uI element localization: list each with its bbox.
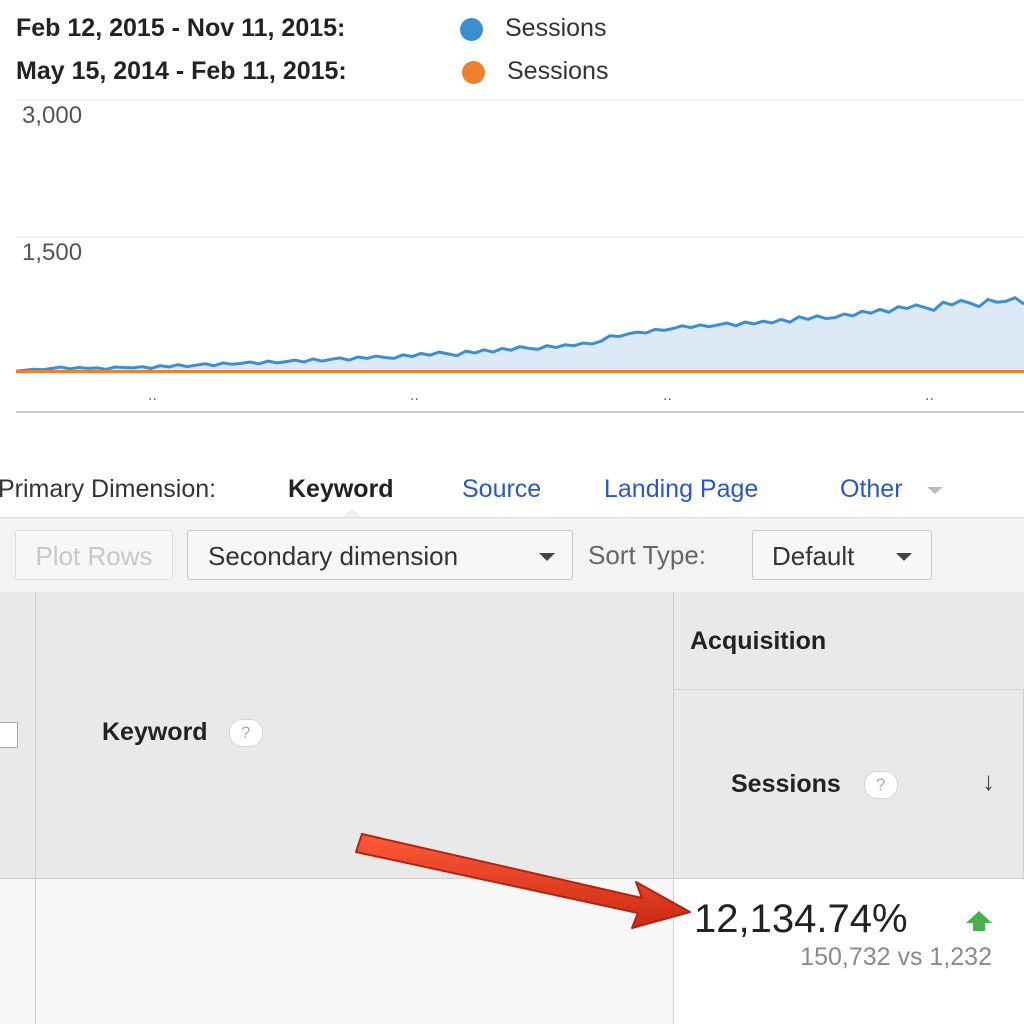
dimension-other-label: Other bbox=[840, 475, 903, 503]
primary-dimension-label: Primary Dimension: bbox=[0, 475, 217, 503]
sort-type-value: Default bbox=[772, 541, 855, 571]
x-tick-label: .. bbox=[410, 387, 419, 404]
legend-date-range: May 15, 2014 - Feb 11, 2015: bbox=[16, 57, 347, 85]
secondary-dimension-dropdown[interactable]: Secondary dimension bbox=[187, 530, 573, 580]
select-all-checkbox[interactable] bbox=[0, 722, 18, 748]
chevron-down-icon bbox=[539, 553, 555, 561]
legend-series-label: Sessions bbox=[507, 57, 609, 85]
sessions-column-header[interactable]: Sessions ? ↓ bbox=[674, 690, 1024, 878]
series-area-fill bbox=[16, 297, 1024, 372]
y-tick-label: 3,000 bbox=[22, 102, 82, 129]
dimension-link-landing-page[interactable]: Landing Page bbox=[604, 475, 759, 503]
sessions-comparison-values: 150,732 vs 1,232 bbox=[800, 943, 992, 971]
help-icon[interactable]: ? bbox=[228, 719, 263, 748]
legend-blue-dot-icon bbox=[460, 18, 483, 41]
primary-dimension-bar: Primary Dimension: Keyword Source Landin… bbox=[0, 475, 1024, 511]
table-toolbar: Plot Rows Secondary dimension Sort Type:… bbox=[0, 517, 1024, 593]
sort-type-label: Sort Type: bbox=[588, 540, 707, 570]
legend-orange-dot-icon bbox=[462, 61, 485, 84]
dimension-link-other[interactable]: Other bbox=[840, 475, 943, 504]
chevron-down-icon bbox=[896, 553, 912, 561]
totals-row-select-cell bbox=[0, 878, 36, 1024]
plot-rows-button[interactable]: Plot Rows bbox=[15, 530, 173, 580]
acquisition-group-header: Acquisition bbox=[674, 592, 1024, 690]
help-icon[interactable]: ? bbox=[863, 771, 898, 800]
sessions-line-chart[interactable]: 3,000 1,500 .. .. .. .. bbox=[0, 95, 1024, 415]
x-tick-label: .. bbox=[663, 387, 672, 404]
sessions-header-label: Sessions bbox=[731, 770, 841, 798]
totals-row-sessions-cell: 12,134.74% 150,732 vs 1,232 bbox=[674, 878, 1024, 1024]
dimension-link-source[interactable]: Source bbox=[462, 475, 542, 503]
report-table: Keyword ? Acquisition Sessions ? ↓ 12,13… bbox=[0, 592, 1024, 1024]
x-tick-label: .. bbox=[925, 387, 934, 404]
x-tick-label: .. bbox=[148, 387, 157, 404]
keyword-column-header[interactable]: Keyword ? bbox=[36, 592, 674, 878]
totals-row-keyword-cell bbox=[36, 878, 674, 1024]
chevron-down-icon bbox=[927, 487, 943, 494]
dimension-keyword-active[interactable]: Keyword bbox=[288, 475, 394, 503]
legend-series-label: Sessions bbox=[505, 14, 607, 42]
acquisition-header-label: Acquisition bbox=[690, 627, 827, 655]
sessions-change-percent: 12,134.74% bbox=[694, 897, 908, 941]
series-line bbox=[15, 296, 1024, 373]
legend-previous-range: May 15, 2014 - Feb 11, 2015: Sessions bbox=[16, 57, 608, 86]
select-column-header bbox=[0, 592, 36, 878]
legend-date-range: Feb 12, 2015 - Nov 11, 2015: bbox=[16, 14, 346, 42]
y-tick-label: 1,500 bbox=[22, 239, 82, 266]
secondary-dimension-label: Secondary dimension bbox=[208, 541, 459, 571]
legend-current-range: Feb 12, 2015 - Nov 11, 2015: Sessions bbox=[16, 14, 606, 43]
trend-up-arrow-icon bbox=[966, 911, 992, 931]
sort-descending-arrow-icon[interactable]: ↓ bbox=[982, 766, 995, 796]
sort-type-dropdown[interactable]: Default bbox=[752, 530, 932, 580]
keyword-header-label: Keyword bbox=[102, 718, 208, 746]
